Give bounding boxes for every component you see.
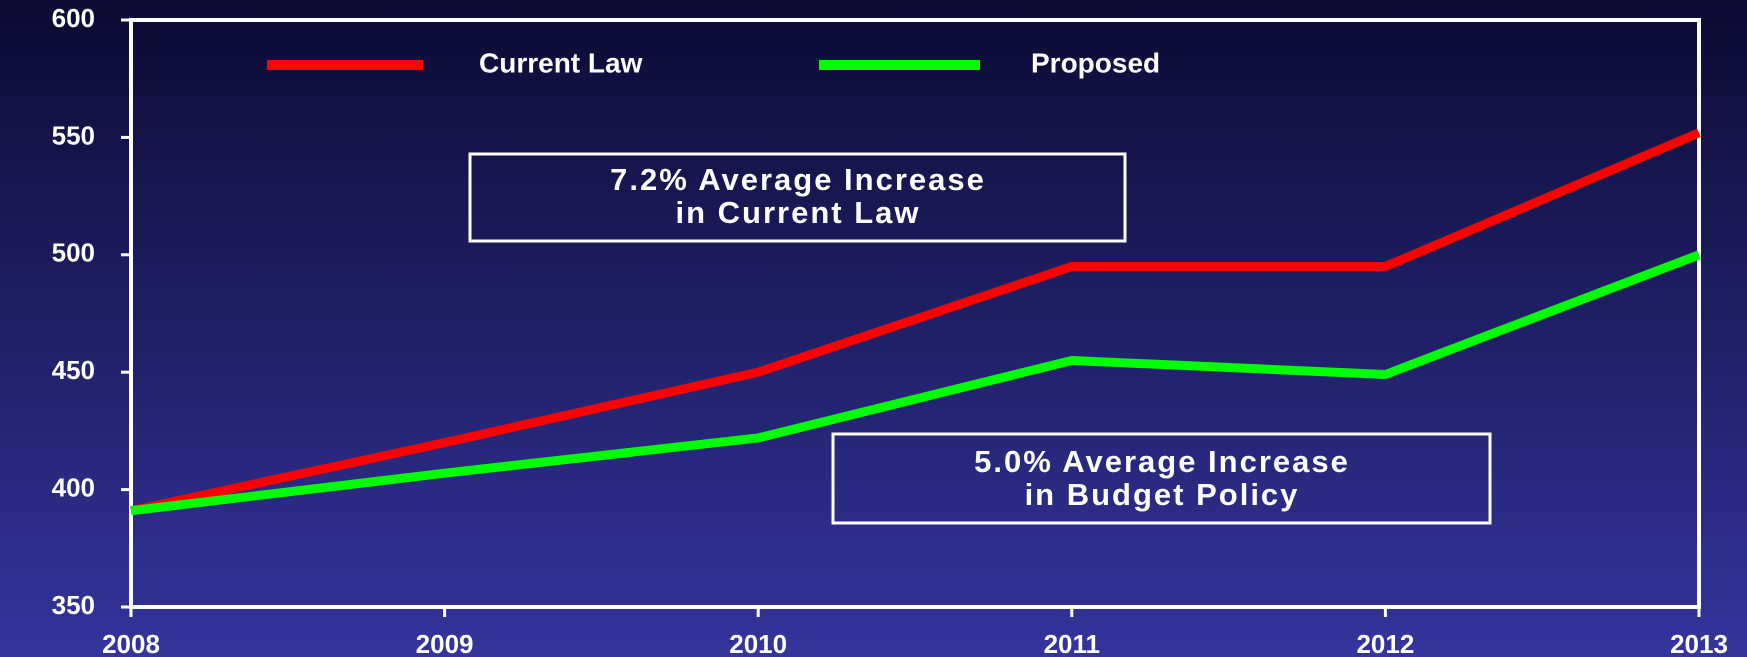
y-tick-label: 350 (52, 590, 95, 620)
x-tick-label: 2011 (1044, 629, 1100, 657)
y-tick-label: 500 (52, 238, 95, 268)
annotation-box (468, 152, 1127, 243)
x-tick-label: 2012 (1356, 629, 1414, 657)
series-line (130, 128, 1701, 516)
annotation-text: 7.2% Average Increase (610, 162, 986, 197)
y-tick-label: 400 (52, 472, 95, 502)
legend-label: Proposed (1031, 47, 1160, 78)
x-tick-label: 2008 (102, 629, 160, 657)
y-tick-label: 600 (52, 3, 95, 33)
y-tick-label: 550 (52, 120, 95, 150)
series-line (130, 250, 1701, 516)
legend-label: Current Law (479, 47, 643, 78)
y-tick-label: 450 (52, 355, 95, 385)
annotation-box (831, 432, 1492, 525)
annotation-text: in Budget Policy (1025, 477, 1300, 512)
plot-frame (129, 18, 1701, 609)
x-tick-label: 2009 (416, 629, 474, 657)
annotation-text: in Current Law (675, 195, 920, 230)
annotation-text: 5.0% Average Increase (974, 444, 1350, 479)
x-tick-label: 2010 (729, 629, 787, 657)
x-tick-label: 2013 (1670, 629, 1728, 657)
